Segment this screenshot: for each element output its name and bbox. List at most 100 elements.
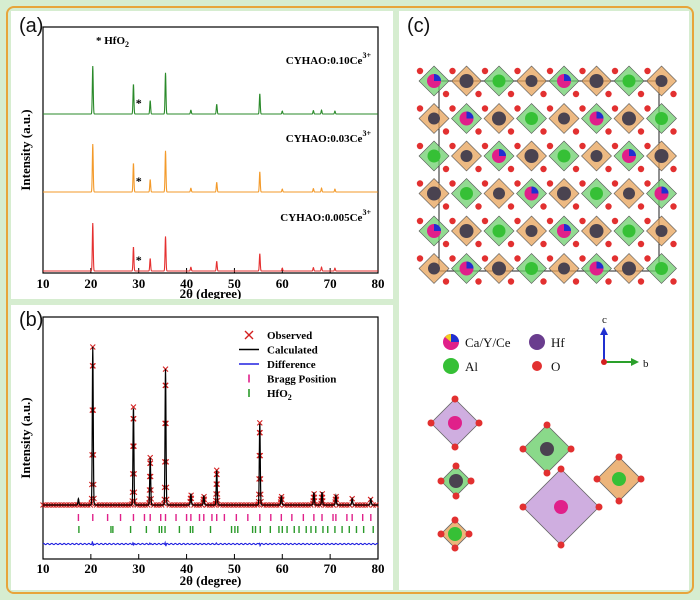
o-atom <box>475 128 482 135</box>
o-atom <box>449 255 456 262</box>
hf-atom <box>589 224 604 238</box>
o-atom <box>615 497 623 505</box>
xrd-series-line <box>43 65 378 115</box>
center-atom <box>540 442 554 456</box>
panel-a-label: (a) <box>19 15 44 37</box>
o-atom <box>519 445 527 453</box>
o-atom <box>579 105 586 112</box>
legend-hf-label: Hf <box>551 335 565 350</box>
panel-c-label: (c) <box>407 15 431 37</box>
al-atom <box>622 74 636 88</box>
o-atom <box>451 395 459 403</box>
legend-label: Bragg Position <box>267 374 336 386</box>
hf-atom <box>459 224 474 238</box>
o-atom <box>670 165 677 173</box>
hf-atom <box>460 150 473 162</box>
x-tick-label: 30 <box>132 276 145 291</box>
ca-y-ce-atom-blue <box>499 149 506 156</box>
o-atom <box>611 67 619 75</box>
series-label-script: 3+ <box>362 51 371 60</box>
o-atom <box>514 217 521 225</box>
o-atom <box>611 142 619 150</box>
o-atom <box>670 203 677 210</box>
center-atom <box>448 527 462 541</box>
o-atom <box>475 240 482 248</box>
x-tick-label: 40 <box>180 276 193 291</box>
crystal-structure-diagram: Ca/Y/Ce Hf Al O c b <box>416 65 677 552</box>
o-atom <box>449 142 456 150</box>
legend-label: Difference <box>267 359 316 371</box>
series-label: CYHAO:0.03Ce3+ <box>286 129 372 145</box>
hf-atom <box>525 75 538 87</box>
series-label: CYHAO:0.10Ce3+ <box>286 51 372 67</box>
ca-y-ce-atom-blue <box>434 74 441 81</box>
o-atom <box>637 165 645 173</box>
o-atom <box>427 419 435 427</box>
hf-atom <box>558 112 570 125</box>
o-atom <box>579 180 586 187</box>
legend-marker <box>244 330 254 340</box>
o-atom <box>437 477 445 485</box>
o-atom <box>644 67 651 75</box>
impurity-star: * <box>136 174 142 188</box>
o-atom <box>611 180 619 187</box>
o-atom <box>475 419 483 427</box>
ca-y-ce-atom-blue <box>564 224 571 231</box>
o-atom <box>416 142 424 150</box>
x-tick-label: 70 <box>324 561 337 576</box>
legend-al-atom <box>443 358 459 374</box>
o-atom <box>644 255 651 262</box>
hf-atom <box>524 149 539 163</box>
o-atom <box>452 492 460 500</box>
legend-o-atom <box>532 361 542 371</box>
hfo2-annotation-script: 2 <box>125 40 129 49</box>
panel-c: (c) Ca/Y/Ce Hf Al O c b <box>399 11 689 590</box>
y-axis-title: Intensity (a.u.) <box>18 109 33 190</box>
o-atom <box>442 278 450 285</box>
o-atom <box>605 128 612 135</box>
series-label-script: 3+ <box>362 129 371 138</box>
o-atom <box>572 165 580 173</box>
x-tick-label: 50 <box>228 561 241 576</box>
o-atom <box>442 203 450 210</box>
al-atom <box>655 262 668 275</box>
o-atom <box>670 128 677 135</box>
figure-frame: (a) 10 20 30 40 50 60 70 80 2θ (degree) Intensity… <box>6 6 694 594</box>
al-atom <box>525 262 538 275</box>
difference-line <box>42 540 379 548</box>
hf-atom <box>557 186 571 201</box>
legend-al-label: Al <box>465 359 478 374</box>
o-atom <box>437 530 445 538</box>
o-atom <box>579 142 586 150</box>
o-atom <box>572 128 580 135</box>
ca-y-ce-atom-blue <box>531 186 539 194</box>
o-atom <box>442 128 450 135</box>
x-tick-label: 30 <box>132 561 145 576</box>
center-atom <box>448 416 462 430</box>
o-atom <box>442 240 450 248</box>
hf-atom <box>655 225 668 237</box>
o-atom <box>637 128 645 135</box>
o-atom <box>475 165 482 173</box>
o-atom <box>644 105 651 112</box>
hf-atom <box>654 149 669 163</box>
o-atom <box>416 217 424 225</box>
o-atom <box>514 67 521 75</box>
rietveld-refinement-chart: 10 20 30 40 50 60 70 80 2θ (degree) Intensity (a.… <box>18 316 385 588</box>
series-label: CYHAO:0.005Ce3+ <box>280 208 371 224</box>
o-atom <box>481 180 489 187</box>
hf-atom <box>558 262 570 275</box>
axis-c-label: c <box>602 314 607 326</box>
panel-b: (b) 10 20 30 40 50 60 70 80 2θ (degree) Intensity… <box>11 305 393 590</box>
plot-frame <box>42 316 379 560</box>
hf-atom <box>492 261 506 276</box>
hf-atom <box>623 187 635 200</box>
axis-a-origin <box>601 359 607 365</box>
axis-b-label: b <box>643 358 649 370</box>
hf-atom <box>428 262 440 275</box>
o-atom <box>507 165 515 173</box>
o-atom <box>416 67 424 75</box>
x-tick-label: 40 <box>180 561 193 576</box>
o-atom <box>475 90 482 98</box>
o-atom <box>540 203 547 210</box>
